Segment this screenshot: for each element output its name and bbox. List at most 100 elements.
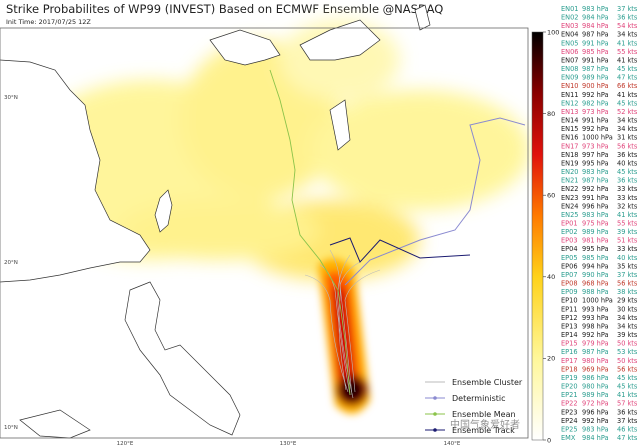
member-pressure: 983 hPa: [582, 168, 609, 176]
member-name: EP04: [561, 245, 578, 253]
member-name: EN15: [561, 125, 579, 133]
map: 30°N 20°N 10°N 120°E 130°E 140°E: [0, 4, 530, 447]
member-row: EN24 996 hPa 32 kts: [561, 202, 638, 210]
member-name: EP15: [561, 340, 578, 348]
member-pressure: 972 hPa: [582, 400, 609, 408]
member-row: EP24 992 hPa 37 kts: [561, 417, 638, 425]
member-wind: 55 kts: [617, 48, 638, 56]
lon-label: 140°E: [444, 441, 461, 447]
member-wind: 33 kts: [617, 194, 638, 202]
subtitle: Init Time: 2017/07/25 12Z: [6, 18, 91, 26]
legend-swatch: [433, 396, 437, 400]
member-name: EP17: [561, 357, 578, 365]
member-pressure: 991 hPa: [582, 194, 609, 202]
colorbar-tick-label: 40: [547, 273, 555, 281]
member-name: EN19: [561, 159, 579, 167]
land: [0, 4, 431, 439]
member-row: EP08 968 hPa 56 kts: [561, 280, 638, 288]
member-name: EP16: [561, 348, 578, 356]
member-pressure: 998 hPa: [582, 322, 609, 330]
lat-label: 10°N: [4, 425, 18, 431]
legend-label: Ensemble Track: [452, 426, 515, 435]
member-wind: 31 kts: [617, 134, 638, 142]
member-name: EP14: [561, 331, 578, 339]
member-wind: 37 kts: [617, 417, 638, 425]
member-row: EP11 993 hPa 30 kts: [561, 305, 638, 313]
member-row: EP20 980 hPa 45 kts: [561, 383, 638, 391]
member-wind: 36 kts: [617, 151, 638, 159]
ensemble-cluster: [304, 249, 381, 399]
member-wind: 52 kts: [617, 108, 638, 116]
deterministic: [344, 117, 526, 286]
member-name: EP22: [561, 400, 578, 408]
member-pressure: 900 hPa: [582, 82, 609, 90]
member-row: EP01 975 hPa 55 kts: [561, 220, 638, 228]
legend-swatch: [433, 428, 437, 432]
member-pressure: 996 hPa: [582, 202, 609, 210]
member-wind: 34 kts: [617, 322, 638, 330]
member-wind: 34 kts: [617, 314, 638, 322]
member-row: EN23 991 hPa 33 kts: [561, 194, 638, 202]
member-name: EP12: [561, 314, 578, 322]
member-wind: 30 kts: [617, 305, 638, 313]
member-name: EN13: [561, 108, 579, 116]
member-pressure: 991 hPa: [582, 117, 609, 125]
member-name: EN24: [561, 202, 579, 210]
member-row: EP18 969 hPa 56 kts: [561, 365, 638, 373]
member-name: EP21: [561, 391, 578, 399]
member-row: EN17 973 hPa 56 kts: [561, 142, 638, 150]
member-pressure: 996 hPa: [582, 408, 609, 416]
member-row: EP13 998 hPa 34 kts: [561, 322, 638, 330]
member-name: EN03: [561, 22, 579, 30]
member-pressure: 1000 hPa: [582, 134, 613, 142]
member-name: EP06: [561, 262, 578, 270]
member-row: EP25 983 hPa 46 kts: [561, 425, 638, 433]
member-row: EN15 992 hPa 34 kts: [561, 125, 638, 133]
member-row: EN01 983 hPa 37 kts: [561, 5, 638, 13]
member-row: EN06 985 hPa 55 kts: [561, 48, 638, 56]
member-pressure: 995 hPa: [582, 245, 609, 253]
member-name: EP23: [561, 408, 578, 416]
legend: Ensemble Cluster Deterministic Ensemble …: [425, 378, 523, 435]
member-row: EP06 994 hPa 35 kts: [561, 262, 638, 270]
member-pressure: 992 hPa: [582, 125, 609, 133]
member-pressure: 990 hPa: [582, 271, 609, 279]
member-name: EP03: [561, 237, 578, 245]
member-row: EMX 984 hPa 47 kts: [561, 434, 638, 442]
member-wind: 47 kts: [617, 434, 638, 442]
member-wind: 56 kts: [617, 142, 638, 150]
member-pressure: 968 hPa: [582, 280, 609, 288]
member-wind: 32 kts: [617, 202, 638, 210]
member-row: EN07 991 hPa 41 kts: [561, 56, 638, 64]
member-wind: 40 kts: [617, 159, 638, 167]
member-row: EP10 1000 hPa 29 kts: [561, 297, 638, 305]
member-row: EN08 987 hPa 45 kts: [561, 65, 638, 73]
member-row: EN20 983 hPa 45 kts: [561, 168, 638, 176]
member-pressure: 973 hPa: [582, 142, 609, 150]
member-pressure: 983 hPa: [582, 211, 609, 219]
member-row: EN19 995 hPa 40 kts: [561, 159, 638, 167]
member-pressure: 979 hPa: [582, 340, 609, 348]
member-name: EN14: [561, 117, 579, 125]
colorbar-tick-label: 60: [547, 192, 555, 200]
member-pressure: 984 hPa: [582, 434, 609, 442]
member-name: EP24: [561, 417, 578, 425]
member-wind: 40 kts: [617, 254, 638, 262]
member-pressure: 993 hPa: [582, 314, 609, 322]
member-wind: 56 kts: [617, 280, 638, 288]
member-row: EN11 992 hPa 41 kts: [561, 91, 638, 99]
member-name: EP25: [561, 425, 578, 433]
member-name: EN22: [561, 185, 579, 193]
member-name: EN16: [561, 134, 579, 142]
ensemble-mean: [269, 69, 351, 396]
member-pressure: 975 hPa: [582, 220, 609, 228]
member-wind: 45 kts: [617, 383, 638, 391]
member-pressure: 1000 hPa: [582, 297, 613, 305]
member-row: EP04 995 hPa 33 kts: [561, 245, 638, 253]
member-pressure: 993 hPa: [582, 305, 609, 313]
member-name: EN02: [561, 14, 579, 22]
member-wind: 34 kts: [617, 117, 638, 125]
member-row: EP22 972 hPa 57 kts: [561, 400, 638, 408]
member-row: EN13 973 hPa 52 kts: [561, 108, 638, 116]
